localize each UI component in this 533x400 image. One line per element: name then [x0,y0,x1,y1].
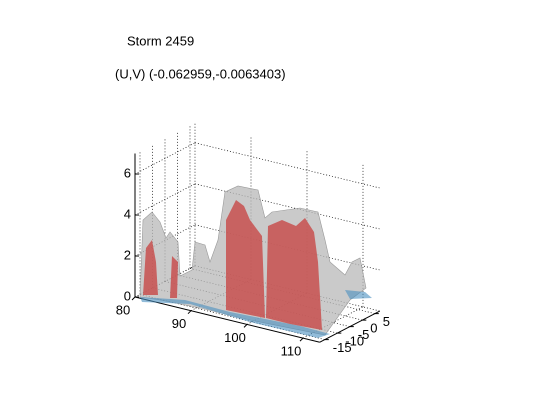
x-axis [134,296,320,343]
grid-line [194,142,380,189]
y-tick-label: -15 [333,340,352,355]
y-tick-label: -10 [345,334,364,349]
z-tick-label: 4 [124,206,131,221]
floor-surface [140,290,372,338]
x-tick-label: 90 [172,316,186,331]
x-tick-label: 100 [224,330,246,345]
red-surface [143,200,322,330]
z-tick-label: 0 [124,288,131,303]
chart-title: Storm 2459 [127,33,194,48]
z-tick-label: 2 [124,247,131,262]
grid-line [134,142,196,175]
x-tick [131,296,136,301]
isosurfaces [139,185,372,338]
chart-subtitle: (U,V) (-0.062959,-0.0063403) [115,66,286,81]
y-tick-label: 0 [370,321,377,336]
x-tick-label: 110 [281,344,302,359]
x-tick [299,337,304,342]
grid-line [134,183,196,216]
x-tick-label: 80 [116,302,130,317]
x-tick [243,324,248,328]
y-tick-label: 5 [383,314,390,329]
x-tick [187,310,192,315]
z-tick-label: 6 [124,165,131,180]
y-tick-label: -5 [358,327,370,342]
